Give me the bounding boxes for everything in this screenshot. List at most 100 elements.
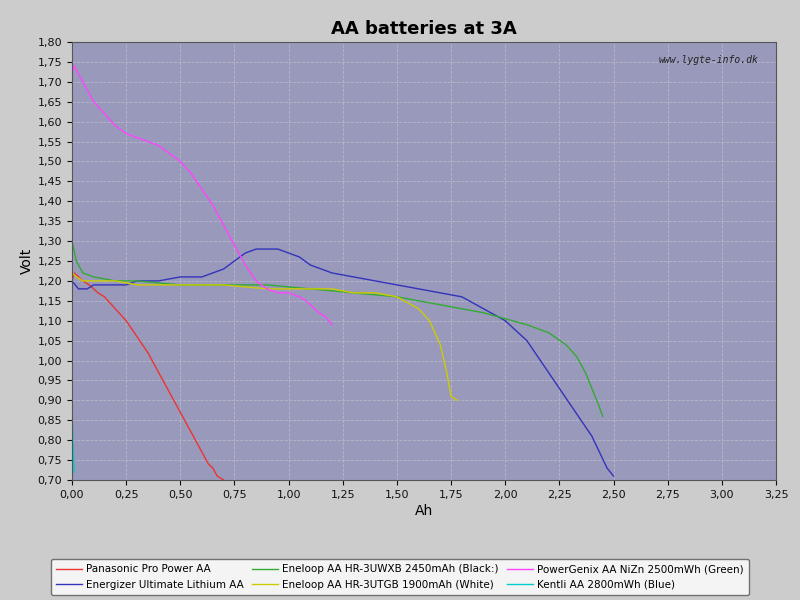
Eneloop AA HR-3UWXB 2450mAh (Black:) (349, 289, 358, 296)
Energizer Ultimate Lithium AA (251, 245, 261, 253)
PowerGenix AA NiZn 2500mWh (Green) (78, 78, 88, 85)
Energizer Ultimate Lithium AA (262, 245, 272, 253)
Eneloop AA HR-3UTGB 1900mAh (White) (442, 369, 451, 376)
PowerGenix AA NiZn 2500mWh (Green) (122, 130, 131, 137)
Energizer Ultimate Lithium AA (230, 257, 239, 265)
Energizer Ultimate Lithium AA (110, 281, 120, 289)
Energizer Ultimate Lithium AA (74, 285, 83, 292)
Eneloop AA HR-3UTGB 1900mAh (White) (67, 269, 77, 277)
PowerGenix AA NiZn 2500mWh (Green) (294, 293, 304, 301)
Panasonic Pro Power AA (186, 428, 196, 436)
Panasonic Pro Power AA (100, 293, 110, 301)
Panasonic Pro Power AA (74, 274, 83, 281)
Panasonic Pro Power AA (199, 452, 209, 460)
Panasonic Pro Power AA (143, 349, 153, 356)
Energizer Ultimate Lithium AA (370, 277, 380, 284)
Line: Kentli AA 2800mWh (Blue): Kentli AA 2800mWh (Blue) (72, 409, 74, 472)
PowerGenix AA NiZn 2500mWh (Green) (251, 277, 261, 284)
Kentli AA 2800mWh (Blue) (70, 469, 79, 476)
Eneloop AA HR-3UWXB 2450mAh (Black:) (581, 369, 590, 376)
Line: Panasonic Pro Power AA: Panasonic Pro Power AA (72, 273, 224, 480)
Eneloop AA HR-3UTGB 1900mAh (White) (110, 277, 120, 284)
Panasonic Pro Power AA (208, 464, 218, 472)
Eneloop AA HR-3UWXB 2450mAh (Black:) (71, 257, 81, 265)
Legend: Panasonic Pro Power AA, Energizer Ultimate Lithium AA, Eneloop AA HR-3UWXB 2450m: Panasonic Pro Power AA, Energizer Ultima… (50, 559, 750, 595)
Energizer Ultimate Lithium AA (294, 253, 304, 260)
PowerGenix AA NiZn 2500mWh (Green) (284, 289, 294, 296)
Panasonic Pro Power AA (154, 369, 163, 376)
Eneloop AA HR-3UWXB 2450mAh (Black:) (435, 301, 445, 308)
Energizer Ultimate Lithium AA (566, 401, 575, 408)
Eneloop AA HR-3UWXB 2450mAh (Black:) (522, 321, 532, 328)
Eneloop AA HR-3UTGB 1900mAh (White) (175, 281, 185, 289)
PowerGenix AA NiZn 2500mWh (Green) (110, 122, 120, 129)
Eneloop AA HR-3UTGB 1900mAh (White) (219, 281, 229, 289)
Line: Eneloop AA HR-3UTGB 1900mAh (White): Eneloop AA HR-3UTGB 1900mAh (White) (72, 273, 458, 400)
Energizer Ultimate Lithium AA (522, 337, 532, 344)
PowerGenix AA NiZn 2500mWh (Green) (165, 150, 174, 157)
PowerGenix AA NiZn 2500mWh (Green) (241, 262, 250, 269)
Energizer Ultimate Lithium AA (197, 274, 206, 281)
Eneloop AA HR-3UWXB 2450mAh (Black:) (478, 309, 488, 316)
Panasonic Pro Power AA (219, 476, 229, 484)
Energizer Ultimate Lithium AA (544, 369, 554, 376)
Panasonic Pro Power AA (110, 305, 120, 313)
PowerGenix AA NiZn 2500mWh (Green) (306, 301, 315, 308)
Energizer Ultimate Lithium AA (175, 274, 185, 281)
Panasonic Pro Power AA (93, 289, 102, 296)
PowerGenix AA NiZn 2500mWh (Green) (70, 62, 79, 70)
PowerGenix AA NiZn 2500mWh (Green) (230, 241, 239, 248)
Energizer Ultimate Lithium AA (327, 269, 337, 277)
Line: Eneloop AA HR-3UWXB 2450mAh (Black:): Eneloop AA HR-3UWXB 2450mAh (Black:) (72, 241, 602, 416)
Eneloop AA HR-3UTGB 1900mAh (White) (71, 274, 81, 281)
Panasonic Pro Power AA (85, 281, 94, 289)
Kentli AA 2800mWh (Blue) (69, 452, 78, 460)
Eneloop AA HR-3UWXB 2450mAh (Black:) (572, 353, 582, 360)
Eneloop AA HR-3UTGB 1900mAh (White) (262, 285, 272, 292)
Energizer Ultimate Lithium AA (457, 293, 466, 301)
Panasonic Pro Power AA (70, 269, 79, 277)
Eneloop AA HR-3UTGB 1900mAh (White) (453, 397, 462, 404)
PowerGenix AA NiZn 2500mWh (Green) (85, 90, 94, 97)
Panasonic Pro Power AA (165, 389, 174, 396)
Eneloop AA HR-3UWXB 2450mAh (Black:) (219, 281, 229, 289)
PowerGenix AA NiZn 2500mWh (Green) (273, 289, 282, 296)
Eneloop AA HR-3UWXB 2450mAh (Black:) (392, 293, 402, 301)
Y-axis label: Volt: Volt (19, 248, 34, 274)
PowerGenix AA NiZn 2500mWh (Green) (310, 305, 319, 313)
Eneloop AA HR-3UWXB 2450mAh (Black:) (262, 281, 272, 289)
Eneloop AA HR-3UWXB 2450mAh (Black:) (67, 238, 77, 245)
PowerGenix AA NiZn 2500mWh (Green) (327, 321, 337, 328)
PowerGenix AA NiZn 2500mWh (Green) (154, 142, 163, 149)
Panasonic Pro Power AA (212, 472, 222, 479)
Panasonic Pro Power AA (78, 277, 88, 284)
Energizer Ultimate Lithium AA (284, 250, 294, 257)
Eneloop AA HR-3UTGB 1900mAh (White) (414, 305, 423, 313)
Eneloop AA HR-3UTGB 1900mAh (White) (78, 277, 88, 284)
Energizer Ultimate Lithium AA (132, 277, 142, 284)
Eneloop AA HR-3UTGB 1900mAh (White) (284, 285, 294, 292)
PowerGenix AA NiZn 2500mWh (Green) (262, 285, 272, 292)
PowerGenix AA NiZn 2500mWh (Green) (132, 134, 142, 141)
PowerGenix AA NiZn 2500mWh (Green) (301, 297, 310, 304)
Eneloop AA HR-3UTGB 1900mAh (White) (446, 393, 456, 400)
PowerGenix AA NiZn 2500mWh (Green) (208, 202, 218, 209)
Panasonic Pro Power AA (175, 409, 185, 416)
Eneloop AA HR-3UTGB 1900mAh (White) (425, 317, 434, 325)
Eneloop AA HR-3UWXB 2450mAh (Black:) (110, 277, 120, 284)
PowerGenix AA NiZn 2500mWh (Green) (89, 98, 98, 106)
Line: Energizer Ultimate Lithium AA: Energizer Ultimate Lithium AA (72, 249, 614, 476)
Eneloop AA HR-3UTGB 1900mAh (White) (306, 285, 315, 292)
Eneloop AA HR-3UWXB 2450mAh (Black:) (132, 277, 142, 284)
PowerGenix AA NiZn 2500mWh (Green) (74, 70, 83, 77)
PowerGenix AA NiZn 2500mWh (Green) (100, 110, 110, 117)
Eneloop AA HR-3UWXB 2450mAh (Black:) (306, 285, 315, 292)
Eneloop AA HR-3UWXB 2450mAh (Black:) (561, 341, 570, 348)
Energizer Ultimate Lithium AA (67, 277, 77, 284)
PowerGenix AA NiZn 2500mWh (Green) (175, 158, 185, 165)
Eneloop AA HR-3UWXB 2450mAh (Black:) (78, 269, 88, 277)
Energizer Ultimate Lithium AA (89, 281, 98, 289)
Energizer Ultimate Lithium AA (122, 281, 131, 289)
Kentli AA 2800mWh (Blue) (68, 428, 78, 436)
PowerGenix AA NiZn 2500mWh (Green) (186, 170, 196, 177)
